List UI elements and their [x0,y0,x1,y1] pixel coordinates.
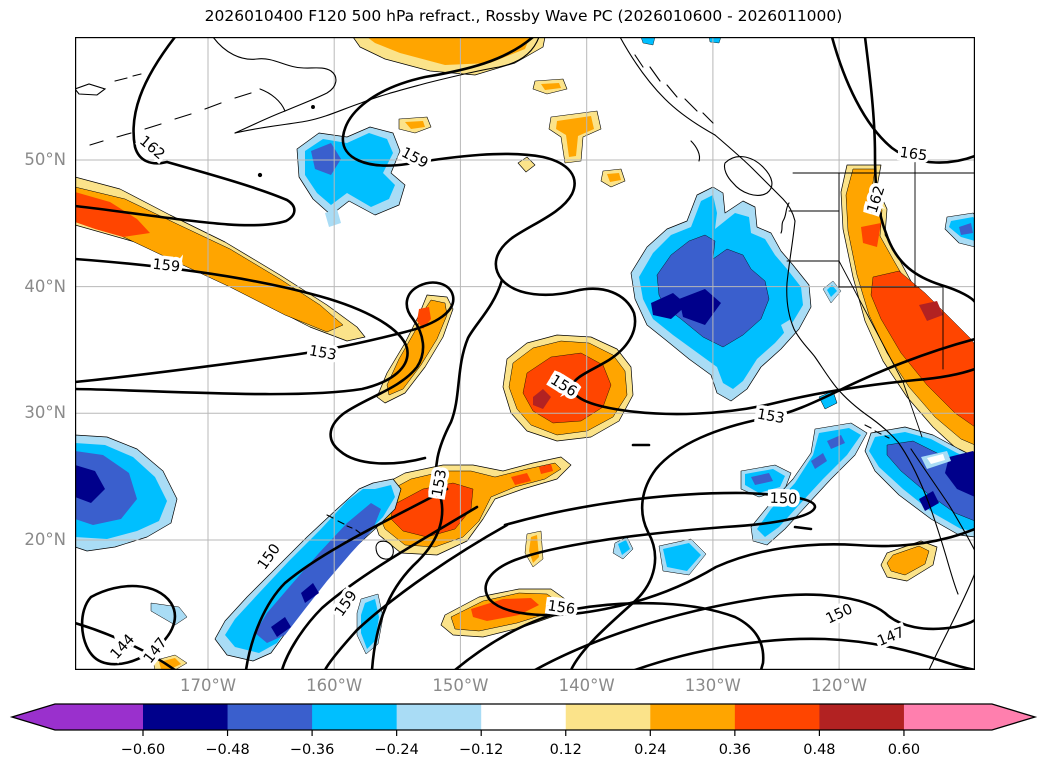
colorbar-outline [9,703,1038,731]
lat-tick-label: 20°N [24,530,66,549]
colorbar-tick-label: −0.24 [374,742,418,758]
lon-tick-label: 150°W [432,676,489,695]
anomaly-shading-group [75,37,975,670]
contour-label: 150 [769,491,797,508]
colorbar-tick-label: 0.48 [803,742,835,758]
colorbar-segment [227,704,313,730]
colorbar-segment [143,704,229,730]
plot-title: 2026010400 F120 500 hPa refract., Rossby… [204,7,843,25]
colorbar-tick-label: −0.60 [121,742,165,758]
colorbar-tick-label: −0.48 [205,742,249,758]
lon-tick-label: 120°W [810,676,868,695]
colorbar-tick-label: −0.12 [459,742,503,758]
gridlines [75,37,975,670]
colorbar-tick-label: 0.24 [634,742,666,758]
contour-label: 165 [899,145,929,165]
lon-tick-label: 130°W [684,676,741,695]
lat-tick-label: 30°N [24,403,66,423]
colorbar-segment [481,704,567,730]
colorbar-tick-label: 0.12 [550,742,582,758]
lat-tick-label: 40°N [24,276,66,296]
colorbar-segment [565,704,651,730]
colorbar: −0.60 −0.48 −0.36 −0.24 −0.12 0.12 0.24 0.36 0.4… [9,703,1038,758]
colorbar-tick-label: 0.36 [719,742,751,758]
contour-label: 159 [332,588,361,620]
lon-tick-label: 140°W [558,676,615,695]
contour-label: 153 [756,407,786,428]
warm-anomaly-shading [75,37,975,670]
colorbar-tick-label: −0.36 [290,742,334,758]
lat-tick-label: 50°N [24,149,66,169]
contour-lines [75,37,975,670]
contour-label: 159 [152,257,181,276]
colorbar-segment [734,704,820,730]
colorbar-segment [819,704,905,730]
colorbar-segment [396,704,482,730]
plot-border [75,37,975,670]
colorbar-over-arrow [903,704,1035,730]
colorbar-tick-label: 0.60 [888,742,920,758]
lon-tick-label: 160°W [306,676,363,695]
colorbar-under-arrow [12,704,143,730]
map-plot-area: 162 159 159 165 162 153 156 153 153 150 159 144 147 1… [75,37,975,670]
colorbar-segment [312,704,398,730]
coastlines [75,37,975,670]
colorbar-segment [650,704,736,730]
lon-tick-label: 170°W [179,676,237,695]
contour-label: 159 [399,145,431,172]
contour-label: 153 [308,343,338,364]
